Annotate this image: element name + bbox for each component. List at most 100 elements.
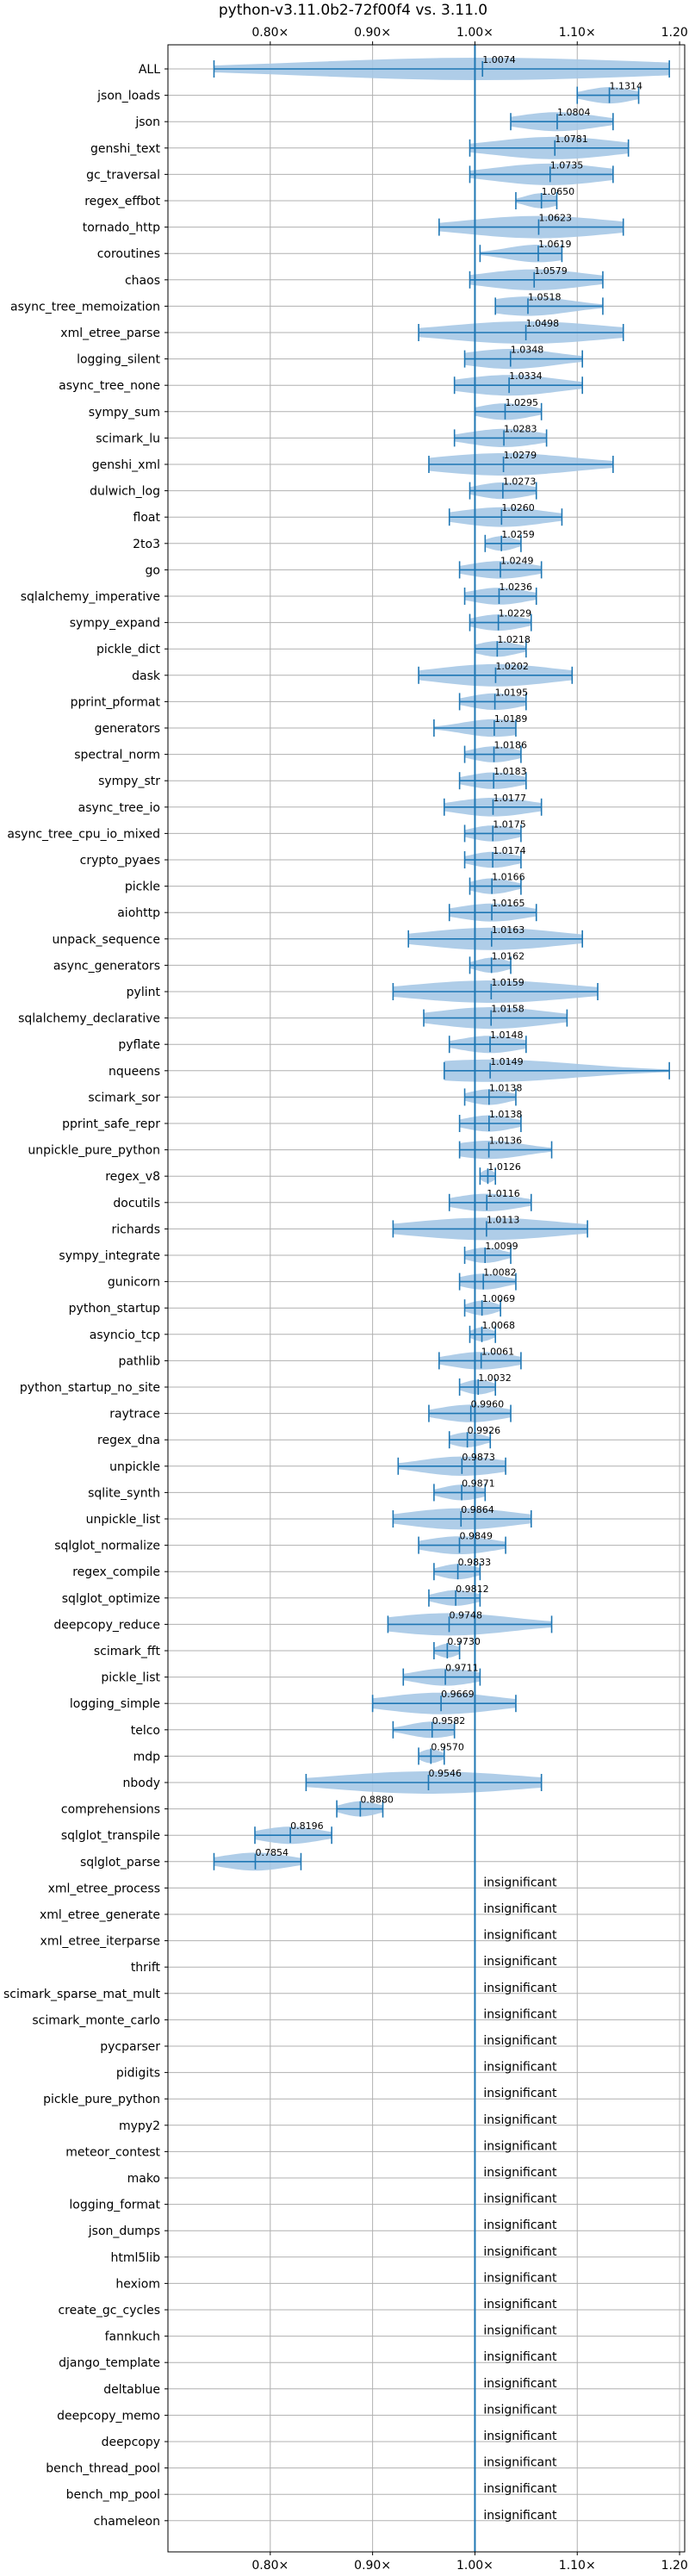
grid-lines — [168, 45, 685, 2552]
benchmark-label: crypto_pyaes — [80, 854, 160, 868]
value-label: 1.0149 — [490, 1056, 524, 1067]
value-label: 0.8880 — [360, 1795, 394, 1806]
value-label: 1.0162 — [492, 950, 525, 961]
value-label: 1.0148 — [490, 1030, 524, 1041]
benchmark-label: richards — [112, 1223, 161, 1236]
value-label: 1.0236 — [499, 582, 532, 593]
chart-title: python-v3.11.0b2-72f00f4 vs. 3.11.0 — [219, 2, 487, 19]
benchmark-label: sympy_str — [98, 775, 160, 788]
insignificant-label: insignificant — [483, 2403, 557, 2417]
plot-frame — [167, 44, 686, 2553]
benchmark-label: pickle_pure_python — [43, 2093, 160, 2106]
value-label: 1.0260 — [501, 502, 535, 513]
insignificant-label: insignificant — [483, 2509, 557, 2523]
benchmark-label: chameleon — [94, 2515, 160, 2529]
benchmark-label: unpickle_list — [86, 1513, 161, 1527]
value-label: 1.0735 — [550, 159, 584, 171]
insignificant-label: insignificant — [483, 2193, 557, 2206]
value-label: 1.0138 — [489, 1082, 523, 1093]
benchmark-label: docutils — [113, 1197, 160, 1210]
value-label: 1.0279 — [504, 450, 537, 461]
insignificant-label: insignificant — [483, 1955, 557, 1969]
benchmark-label: json_loads — [96, 90, 160, 103]
benchmark-label: scimark_sor — [88, 1091, 160, 1104]
benchmark-label: comprehensions — [61, 1803, 160, 1817]
benchmark-label: pickle — [125, 880, 160, 894]
axis-ticks: 0.80× 0.80× 0.90× 0.90× 1.00× 1.00× 1.10× 1.10×… — [164, 26, 689, 2573]
benchmark-label: 2to3 — [133, 538, 160, 551]
value-label: 1.0183 — [493, 766, 527, 777]
benchmark-label: pyflate — [118, 1038, 160, 1052]
value-label: 1.0619 — [538, 239, 572, 250]
value-label: 1.0348 — [511, 345, 544, 356]
value-label: 1.0249 — [500, 555, 534, 566]
x-tick-label-top: 0.80× — [251, 26, 289, 40]
x-tick-label-top: 1.10× — [559, 26, 596, 40]
benchmark-label: scimark_sparse_mat_mult — [3, 1988, 160, 2001]
benchmark-label: sympy_sum — [89, 406, 160, 420]
benchmark-label: regex_effbot — [84, 195, 160, 208]
value-label: 0.8196 — [290, 1820, 324, 1832]
benchmark-label: pylint — [127, 986, 161, 999]
value-label: 1.0138 — [489, 1109, 523, 1120]
benchmark-label: sympy_integrate — [59, 1249, 160, 1263]
value-label: 1.0068 — [482, 1320, 516, 1331]
benchmark-label: pickle_dict — [96, 643, 161, 656]
value-label: 1.0186 — [494, 740, 528, 751]
value-label: 1.0175 — [493, 818, 526, 830]
benchmark-label: sqlalchemy_declarative — [18, 1012, 160, 1026]
benchmark-label: create_gc_cycles — [58, 2304, 160, 2318]
insignificant-label: insignificant — [483, 2061, 557, 2075]
benchmark-label: deepcopy — [102, 2436, 160, 2449]
benchmark-label: aiohttp — [117, 906, 160, 920]
benchmark-label: json_dumps — [88, 2224, 160, 2238]
x-tick-label-bottom: 0.90× — [354, 2559, 391, 2573]
benchmark-label: genshi_text — [90, 142, 161, 156]
value-label: 1.0195 — [495, 687, 529, 698]
insignificant-label: insignificant — [483, 2087, 557, 2100]
benchmark-label: fannkuch — [105, 2330, 160, 2344]
value-label: 1.0189 — [494, 713, 528, 725]
value-label: 1.0579 — [534, 265, 568, 277]
benchmark-label: ALL — [139, 63, 160, 77]
benchmark-label: logging_silent — [77, 353, 160, 367]
benchmark-label: python_startup — [69, 1302, 160, 1316]
benchmark-label: unpack_sequence — [53, 933, 160, 947]
benchmark-label: asyncio_tcp — [90, 1328, 160, 1342]
benchmark-label: sqlglot_normalize — [54, 1540, 160, 1553]
value-label: 1.0165 — [492, 898, 525, 909]
benchmark-label: regex_v8 — [105, 1170, 160, 1184]
labels: ALL 1.0074 json_loads 1.1314 json 1.0804 gensh… — [3, 54, 642, 2529]
value-label: 0.9926 — [468, 1425, 501, 1436]
insignificant-label: insignificant — [483, 2271, 557, 2285]
value-label: 1.0113 — [487, 1214, 520, 1225]
value-label: 1.0061 — [481, 1346, 515, 1357]
benchmark-label: raytrace — [109, 1408, 160, 1422]
benchmark-label: chaos — [125, 274, 160, 288]
value-label: 0.9960 — [471, 1399, 505, 1410]
benchmark-label: scimark_lu — [96, 432, 160, 445]
insignificant-label: insignificant — [483, 1902, 557, 1916]
value-label: 1.0099 — [485, 1241, 518, 1252]
benchmark-label: deepcopy_reduce — [53, 1618, 160, 1632]
benchmark-label: bench_thread_pool — [46, 2462, 160, 2476]
benchmark-label: bench_mp_pool — [66, 2488, 160, 2502]
benchmark-label: pathlib — [119, 1354, 161, 1368]
value-label: 1.0166 — [492, 872, 525, 883]
benchmark-label: pycparser — [100, 2040, 160, 2054]
benchmark-label: hexiom — [115, 2277, 160, 2291]
value-label: 0.9849 — [459, 1531, 493, 1542]
benchmark-label: json — [134, 115, 160, 129]
insignificant-label: insignificant — [483, 2482, 557, 2496]
benchmark-label: float — [133, 511, 161, 525]
benchmark-label: tornado_http — [83, 221, 160, 235]
value-label: 1.0518 — [528, 291, 562, 302]
insignificant-label: insignificant — [483, 2377, 557, 2391]
benchmark-label: generators — [95, 722, 160, 736]
benchmark-label: telco — [131, 1724, 160, 1738]
benchmark-label: gunicorn — [108, 1276, 160, 1290]
insignificant-label: insignificant — [483, 2113, 557, 2127]
benchmark-label: pickle_list — [101, 1671, 160, 1685]
value-label: 0.9812 — [456, 1584, 489, 1595]
